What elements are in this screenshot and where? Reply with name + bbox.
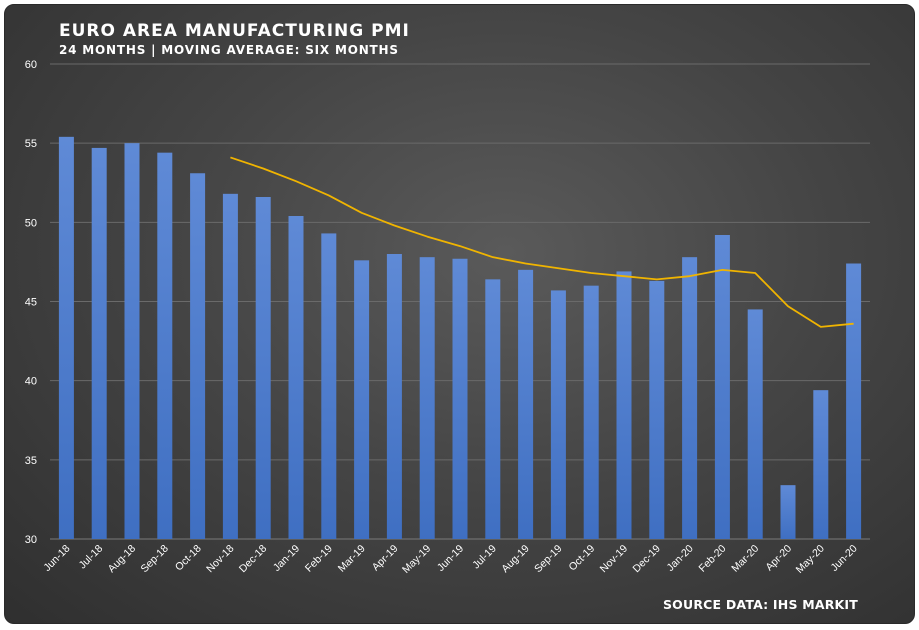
bar <box>419 257 435 539</box>
x-tick-label: Aug-18 <box>106 543 139 576</box>
bar <box>550 290 566 539</box>
x-tick-label: Feb-20 <box>697 543 729 575</box>
bar <box>846 263 862 539</box>
x-tick-label: Jan-20 <box>665 543 696 574</box>
bar <box>452 258 468 539</box>
y-tick-label: 50 <box>25 217 37 229</box>
bar <box>649 280 665 539</box>
chart-subtitle: 24 MONTHS | MOVING AVERAGE: SIX MONTHS <box>59 43 399 57</box>
bar <box>288 216 304 539</box>
bar <box>813 390 829 539</box>
bar <box>485 279 501 539</box>
x-tick-label: Mar-19 <box>336 543 368 575</box>
x-tick-label: Jan-19 <box>271 543 302 574</box>
x-tick-label: Jul-19 <box>470 543 499 572</box>
x-tick-label: Oct-18 <box>173 543 204 574</box>
bar <box>583 285 599 539</box>
bar <box>157 152 173 539</box>
bar <box>222 193 238 540</box>
x-tick-label: Jun-18 <box>41 543 72 574</box>
y-tick-label: 35 <box>25 455 37 467</box>
moving-average-line <box>230 156 854 328</box>
bar <box>682 257 698 539</box>
bar <box>91 147 107 539</box>
bar <box>190 173 206 539</box>
chart-title: EURO AREA MANUFACTURING PMI <box>59 21 410 41</box>
x-tick-label: Jun-19 <box>435 543 466 574</box>
bar <box>255 197 271 539</box>
bar <box>386 254 402 539</box>
x-tick-label: Dec-18 <box>237 543 270 576</box>
bar <box>124 143 140 539</box>
x-tick-label: Sep-18 <box>138 543 171 576</box>
x-tick-label: Nov-18 <box>204 543 237 576</box>
x-tick-label: Apr-19 <box>370 543 401 574</box>
x-tick-label: Apr-20 <box>763 543 794 574</box>
y-tick-label: 55 <box>25 138 37 150</box>
x-tick-label: May-20 <box>794 543 827 576</box>
bar <box>714 235 730 539</box>
x-tick-label: Sep-19 <box>532 543 565 576</box>
x-tick-label: Jul-18 <box>77 543 106 572</box>
x-tick-label: Aug-19 <box>499 543 532 576</box>
x-tick-label: Feb-19 <box>303 543 335 575</box>
bar <box>58 136 74 540</box>
bar <box>780 485 796 539</box>
bar <box>747 309 763 539</box>
y-tick-label: 60 <box>25 59 37 71</box>
x-tick-label: May-19 <box>400 543 433 576</box>
bar <box>518 269 534 539</box>
bar <box>354 260 370 539</box>
x-tick-label: Dec-19 <box>630 543 663 576</box>
x-tick-label: Nov-19 <box>598 543 631 576</box>
x-tick-label: Oct-19 <box>567 543 598 574</box>
y-tick-label: 40 <box>25 376 37 388</box>
y-tick-label: 30 <box>25 534 37 546</box>
source-note: SOURCE DATA: IHS MARKIT <box>662 597 858 612</box>
x-tick-label: Mar-20 <box>729 543 761 575</box>
bar <box>616 271 632 539</box>
x-tick-label: Jun-20 <box>829 543 860 574</box>
bar <box>321 233 337 539</box>
y-tick-label: 45 <box>25 297 37 309</box>
